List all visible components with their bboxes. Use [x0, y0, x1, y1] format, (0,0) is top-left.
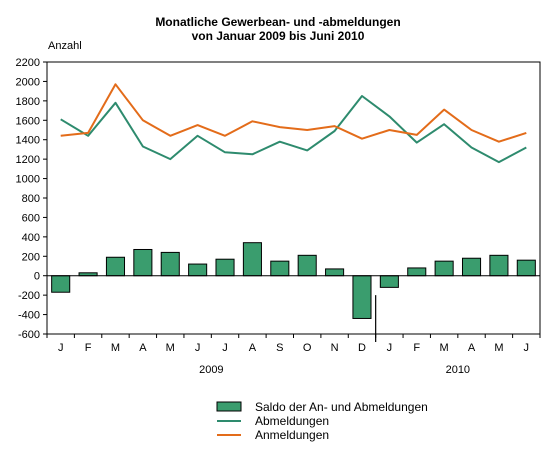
- saldo-bar: [242, 242, 262, 277]
- x-tick-label: F: [413, 342, 420, 354]
- x-tick-label: M: [111, 342, 120, 354]
- x-tick-label: M: [166, 342, 175, 354]
- saldo-bar: [516, 259, 536, 277]
- legend: Saldo der An- und AbmeldungenAbmeldungen…: [216, 400, 428, 442]
- y-axis-ticks: 2200200018001600140012001000800600400200…: [16, 57, 47, 341]
- x-tick-label: J: [524, 342, 530, 354]
- x-tick-label: M: [494, 342, 503, 354]
- saldo-bars: [51, 242, 536, 319]
- saldo-bar: [105, 256, 126, 277]
- y-tick-label: 1400: [16, 135, 40, 147]
- x-tick-label: N: [331, 342, 339, 354]
- y-tick-label: 400: [22, 232, 40, 244]
- chart-title: Monatliche Gewerbean- und -abmeldungen: [155, 15, 400, 29]
- x-tick-label: J: [387, 342, 393, 354]
- y-tick-label: 800: [22, 193, 40, 205]
- y-axis-label: Anzahl: [48, 40, 82, 52]
- saldo-bar: [188, 263, 208, 277]
- y-tick-label: 0: [34, 271, 40, 283]
- saldo-bar: [434, 260, 454, 277]
- saldo-bar: [352, 275, 372, 319]
- x-tick-label: F: [85, 342, 92, 354]
- y-tick-label: -400: [18, 310, 40, 322]
- year-labels: 2009 2010: [199, 295, 470, 376]
- y-tick-label: -200: [18, 290, 40, 302]
- abmeldungen-line: [60, 95, 527, 164]
- saldo-bar: [133, 248, 153, 277]
- saldo-bar: [379, 275, 399, 288]
- x-tick-label: A: [468, 342, 476, 354]
- saldo-bar: [215, 258, 235, 277]
- y-tick-label: 1000: [16, 174, 40, 186]
- y-tick-label: 1800: [16, 96, 40, 108]
- y-tick-label: 1200: [16, 154, 40, 166]
- series-lines: [60, 83, 527, 164]
- x-tick-label: S: [276, 342, 283, 354]
- saldo-bar: [297, 254, 317, 277]
- y-tick-label: 600: [22, 212, 40, 224]
- saldo-bar: [461, 257, 482, 277]
- year-label: 2009: [199, 364, 223, 376]
- plot-area: [46, 61, 541, 335]
- x-tick-label: A: [139, 342, 147, 354]
- x-tick-label: J: [195, 342, 201, 354]
- legend-label: Saldo der An- und Abmeldungen: [255, 400, 428, 414]
- chart-subtitle: von Januar 2009 bis Juni 2010: [192, 29, 365, 43]
- saldo-bar: [489, 254, 509, 277]
- legend-label: Abmeldungen: [255, 414, 329, 428]
- saldo-bar: [270, 260, 290, 277]
- y-tick-label: -600: [18, 329, 40, 341]
- y-tick-label: 2200: [16, 57, 40, 69]
- y-tick-label: 2000: [16, 76, 40, 88]
- y-tick-label: 1600: [16, 115, 40, 127]
- x-tick-label: O: [303, 342, 312, 354]
- saldo-bar: [407, 267, 427, 277]
- y-tick-label: 200: [22, 251, 40, 263]
- legend-label: Anmeldungen: [255, 428, 329, 442]
- saldo-bar: [160, 251, 180, 277]
- x-tick-label: A: [249, 342, 257, 354]
- x-tick-label: J: [222, 342, 228, 354]
- year-label: 2010: [446, 364, 470, 376]
- x-tick-label: M: [440, 342, 449, 354]
- x-tick-label: J: [58, 342, 64, 354]
- saldo-bar: [51, 275, 71, 293]
- x-tick-label: D: [358, 342, 366, 354]
- anmeldungen-line: [60, 83, 527, 143]
- legend-swatch-saldo: [216, 401, 242, 412]
- saldo-bar: [325, 268, 345, 277]
